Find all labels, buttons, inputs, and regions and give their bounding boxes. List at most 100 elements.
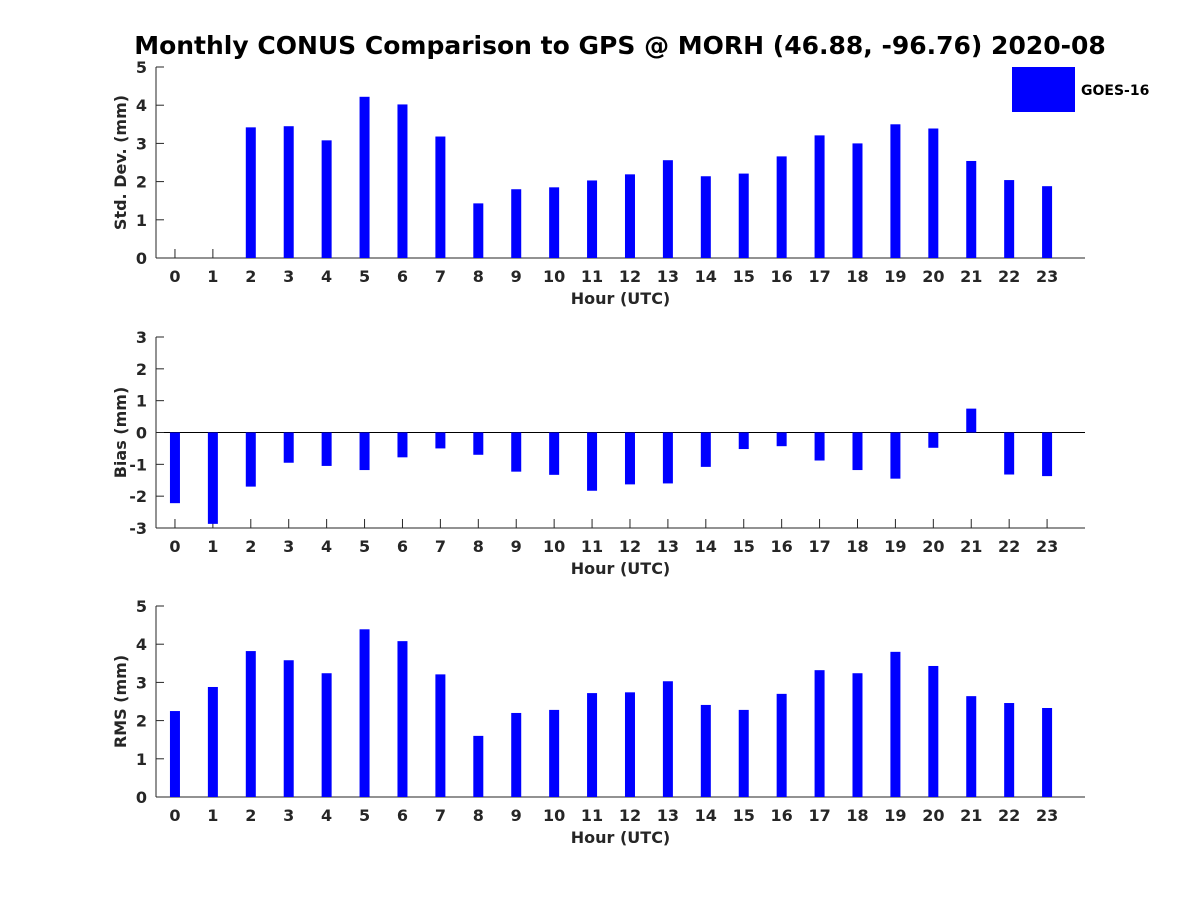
rms-mm-bar-hour-20 — [928, 665, 939, 797]
std-dev-mm-y-tick-label: 3 — [136, 134, 147, 153]
rms-mm-x-tick-label: 2 — [245, 806, 256, 825]
rms-mm-bar-hour-14 — [700, 704, 711, 797]
rms-mm-bar-hour-12 — [624, 692, 635, 797]
std-dev-mm-bar-hour-14 — [700, 176, 711, 258]
rms-mm-x-tick-label: 21 — [960, 806, 982, 825]
std-dev-mm-x-tick-label: 18 — [846, 267, 868, 286]
bias-mm-y-tick-label: -2 — [129, 487, 147, 506]
std-dev-mm-x-tick-label: 17 — [808, 267, 830, 286]
std-dev-mm-x-tick-label: 7 — [435, 267, 446, 286]
rms-mm-x-tick-label: 9 — [511, 806, 522, 825]
rms-mm-bar-hour-7 — [435, 674, 446, 797]
bias-mm-x-tick-label: 18 — [846, 537, 868, 556]
std-dev-mm-x-tick-label: 19 — [884, 267, 906, 286]
std-dev-mm-bar-hour-4 — [321, 140, 332, 258]
rms-mm-x-tick-label: 4 — [321, 806, 332, 825]
std-dev-mm-bar-hour-5 — [359, 96, 370, 259]
bias-mm-x-tick-label: 21 — [960, 537, 982, 556]
rms-mm-bar-hour-9 — [511, 712, 522, 797]
bias-mm-x-tick-label: 9 — [511, 537, 522, 556]
bias-mm-bar-hour-22 — [1004, 432, 1015, 475]
bias-mm-bar-hour-9 — [511, 432, 522, 472]
bias-mm-y-tick-label: 2 — [136, 360, 147, 379]
std-dev-mm-bar-hour-23 — [1042, 186, 1053, 258]
rms-mm-x-tick-label: 14 — [695, 806, 717, 825]
bias-mm-bar-hour-0 — [169, 432, 180, 504]
rms-mm-bar-hour-22 — [1004, 703, 1015, 797]
std-dev-mm-x-axis-label: Hour (UTC) — [571, 289, 671, 308]
std-dev-mm-x-tick-label: 16 — [771, 267, 793, 286]
rms-mm-bar-hour-6 — [397, 641, 408, 797]
rms-mm-y-tick-label: 2 — [136, 712, 147, 731]
rms-mm-bar-hour-21 — [966, 696, 977, 797]
bias-mm-bar-hour-11 — [587, 432, 598, 491]
bias-mm-x-axis-label: Hour (UTC) — [571, 559, 671, 578]
bias-mm-x-tick-label: 16 — [771, 537, 793, 556]
std-dev-mm-x-tick-label: 13 — [657, 267, 679, 286]
rms-mm-x-axis-label: Hour (UTC) — [571, 828, 671, 847]
rms-mm-x-tick-label: 13 — [657, 806, 679, 825]
rms-mm-x-tick-label: 22 — [998, 806, 1020, 825]
bias-mm-bar-hour-15 — [738, 432, 749, 450]
rms-mm-bar-hour-19 — [890, 651, 901, 797]
std-dev-mm-x-tick-label: 9 — [511, 267, 522, 286]
bias-mm-bar-hour-19 — [890, 432, 901, 479]
rms-mm-bar-hour-16 — [776, 693, 787, 797]
rms-mm-x-tick-label: 1 — [207, 806, 218, 825]
rms-mm-x-tick-label: 11 — [581, 806, 603, 825]
bias-mm-y-axis-label: Bias (mm) — [111, 387, 130, 479]
bias-mm-bar-hour-20 — [928, 432, 939, 448]
std-dev-mm-bar-hour-19 — [890, 124, 901, 258]
std-dev-mm-y-tick-label: 4 — [136, 96, 147, 115]
std-dev-mm-bar-hour-18 — [852, 143, 863, 258]
bias-mm-x-tick-label: 13 — [657, 537, 679, 556]
bias-mm-bar-hour-4 — [321, 432, 332, 466]
bias-mm-x-tick-label: 0 — [169, 537, 180, 556]
std-dev-mm-y-axis-label: Std. Dev. (mm) — [111, 95, 130, 230]
bias-mm-x-tick-label: 3 — [283, 537, 294, 556]
bias-mm-x-tick-label: 12 — [619, 537, 641, 556]
std-dev-mm-x-tick-label: 14 — [695, 267, 717, 286]
std-dev-mm-x-tick-label: 2 — [245, 267, 256, 286]
bias-mm-bar-hour-17 — [814, 432, 825, 461]
std-dev-mm-x-tick-label: 5 — [359, 267, 370, 286]
std-dev-mm-bar-hour-16 — [776, 156, 787, 258]
rms-mm-x-tick-label: 17 — [808, 806, 830, 825]
bias-mm-y-tick-label: 1 — [136, 392, 147, 411]
rms-mm-x-tick-label: 6 — [397, 806, 408, 825]
std-dev-mm-x-tick-label: 23 — [1036, 267, 1058, 286]
rms-mm-x-tick-label: 7 — [435, 806, 446, 825]
std-dev-mm-x-tick-label: 20 — [922, 267, 944, 286]
bias-mm-bar-hour-14 — [700, 432, 711, 467]
rms-mm-bar-hour-3 — [283, 660, 294, 797]
rms-mm-x-tick-label: 18 — [846, 806, 868, 825]
rms-mm-x-tick-label: 20 — [922, 806, 944, 825]
bias-mm-x-tick-label: 17 — [808, 537, 830, 556]
std-dev-mm-x-tick-label: 0 — [169, 267, 180, 286]
bias-mm-bar-hour-7 — [435, 432, 446, 449]
rms-mm-bar-hour-0 — [169, 711, 180, 797]
rms-mm-bar-hour-8 — [473, 735, 484, 797]
rms-mm-y-tick-label: 4 — [136, 635, 147, 654]
bias-mm-x-tick-label: 8 — [473, 537, 484, 556]
bias-mm-x-tick-label: 2 — [245, 537, 256, 556]
bias-mm-x-tick-label: 5 — [359, 537, 370, 556]
std-dev-mm-bar-hour-3 — [283, 126, 294, 259]
bias-mm-bar-hour-8 — [473, 432, 484, 455]
bias-mm-bar-hour-3 — [283, 432, 294, 463]
std-dev-mm-bar-hour-7 — [435, 136, 446, 258]
rms-mm-x-tick-label: 3 — [283, 806, 294, 825]
std-dev-mm-x-tick-label: 1 — [207, 267, 218, 286]
legend-label-goes-16: GOES-16 — [1081, 83, 1149, 99]
bias-mm-x-tick-label: 23 — [1036, 537, 1058, 556]
rms-mm-bar-hour-4 — [321, 673, 332, 797]
legend-swatch-goes-16 — [1012, 67, 1075, 112]
rms-mm-x-tick-label: 10 — [543, 806, 565, 825]
bias-mm-bar-hour-10 — [549, 432, 560, 475]
bias-mm-x-tick-label: 19 — [884, 537, 906, 556]
bias-mm-x-tick-label: 14 — [695, 537, 717, 556]
rms-mm-y-tick-label: 5 — [136, 597, 147, 616]
